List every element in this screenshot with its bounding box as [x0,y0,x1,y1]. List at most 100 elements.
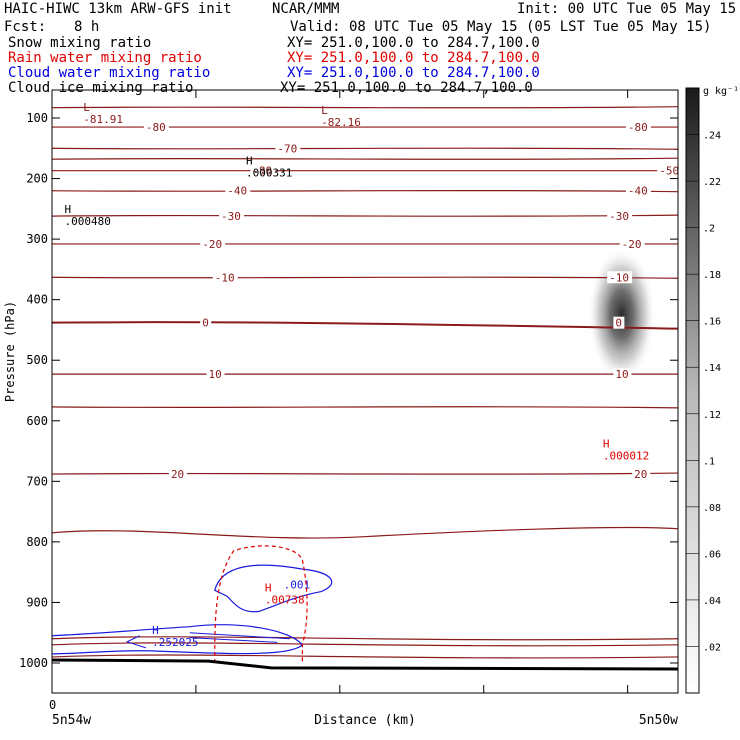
extremum-value: .000331 [246,167,292,180]
field-xy-cloud-ice: XY= 251.0,100.0 to 284.7,100.0 [280,80,533,96]
isotherm-line [51,406,679,409]
field-xy-cloud-water: XY= 251.0,100.0 to 284.7,100.0 [287,65,540,81]
isotherm-label-bg [619,237,645,250]
rain-water-contour [214,545,308,664]
y-tick-label: 800 [26,535,48,549]
colorbar-tick-label: .18 [703,270,721,281]
cloud-water-contour [214,564,333,613]
extremum-value: -82.16 [321,116,361,129]
snow-mixing-ratio-field [587,246,656,383]
extremum-marker: H [265,581,272,594]
isotherm-label: -10 [609,271,629,284]
isotherm-label-bg [168,468,187,481]
isotherm-label: 0 [615,317,622,330]
y-axis-title: Pressure (hPa) [3,301,17,402]
y-tick-label: 1000 [19,656,48,670]
isotherm-line [51,472,679,475]
x-right-label: 5n50w [639,713,678,728]
isotherm-label: -40 [227,185,247,198]
field-name-cloud-ice: Cloud ice mixing ratio [8,80,194,96]
isotherm-line [51,157,679,160]
isotherm-label-bg [206,368,225,381]
isotherm-label-bg [200,316,212,329]
fcst-label: Fcst: [4,19,47,35]
colorbar-tick-label: .02 [703,642,721,653]
isotherm-label-bg [275,142,301,155]
extremum-value: .000480 [65,215,111,228]
colorbar-tick-label: .24 [703,131,721,142]
isotherm-line [51,321,679,330]
extremum-marker: H [152,624,159,637]
init-time: Init: 00 UTC Tue 05 May 15 [517,1,737,17]
isotherm-line [51,654,679,659]
extremum-marker: H [65,203,72,216]
isotherm-line [51,106,679,109]
y-tick-label: 100 [26,111,48,125]
colorbar: .02 .04 .06 .08 .1 .12 .14 .16 .18 .2 .22 .24 g kg⁻¹ [685,86,739,694]
rain-water-contour-line [214,545,308,664]
isotherm-label: 20 [171,468,184,481]
isotherm-label: -80 [146,121,166,134]
isotherm-line [51,276,679,279]
isotherm-label-bg [219,210,245,223]
isotherm-label-bg [143,121,169,134]
isotherm-label: -20 [622,238,642,251]
y-tick-label: 700 [26,474,48,488]
extremum-value: .00738 [265,593,305,606]
y-tick-label: 400 [26,293,48,307]
colorbar-tick-label: .06 [703,549,721,560]
colorbar-ramp [685,87,700,694]
snow-maximum-blob [587,246,656,383]
terrain-surface [51,658,679,671]
x-origin-label: 0 [49,698,56,712]
field-name-rain: Rain water mixing ratio [8,50,202,66]
x-axis-title: Distance (km) [314,713,416,728]
isotherm-label-bg [632,468,651,481]
isotherm-label-bg [212,271,238,284]
valid-time: Valid: 08 UTC Tue 05 May 15 (05 LST Tue … [290,19,712,35]
colorbar-tick-label: .14 [703,363,721,374]
extremum-value: .000012 [603,449,649,462]
isotherm-line [51,189,679,193]
y-tick-label: 300 [26,232,48,246]
y-tick-label: 500 [26,353,48,367]
x-left-label: 5n54w [52,713,91,728]
isotherm-label: 0 [202,317,209,330]
isotherm-line [51,526,679,539]
extremum-marker: L [321,104,328,117]
isotherm-label: -80 [252,165,272,178]
colorbar-tick-label: .2 [703,224,715,235]
cloud-water-contour-inner [125,632,290,649]
colorbar-unit: g kg⁻¹ [703,86,739,97]
colorbar-tick-label: .04 [703,596,721,607]
isotherm-label-bg [625,121,651,134]
field-xy-snow: XY= 251.0,100.0 to 284.7,100.0 [287,35,540,51]
model-title: HAIC-HIWC 13km ARW-GFS init [4,1,232,17]
field-xy-rain: XY= 251.0,100.0 to 284.7,100.0 [287,50,540,66]
colorbar-tick-label: .12 [703,410,721,421]
colorbar-tick-label: .22 [703,177,721,188]
isotherm-label-bg [225,184,251,197]
org-label: NCAR/MMM [272,1,340,17]
isotherm-label: -30 [221,210,241,223]
colorbar-tick-label: .16 [703,317,721,328]
terrain-line [51,658,679,671]
isotherm-label: 10 [209,368,222,381]
temperature-contours [51,106,679,659]
isotherm-label: -20 [202,238,222,251]
isotherm-line [51,214,679,217]
isotherm-label-bg [607,210,633,223]
colorbar-tick-label: .1 [703,456,715,467]
cloud-water-label-bg [283,578,310,591]
y-tick-label: 200 [26,172,48,186]
isotherm-label-bg [613,368,632,381]
y-tick-label: 600 [26,414,48,428]
isotherm-label-bg [657,164,683,177]
isotherm-label-bg [607,271,633,284]
isotherm-label: -50 [659,165,679,178]
isotherm-label: -30 [609,210,629,223]
y-tick-label: 900 [26,595,48,609]
isotherm-label: -70 [277,142,297,155]
isotherm-line [51,642,679,647]
isotherm-label-bg [613,316,625,329]
